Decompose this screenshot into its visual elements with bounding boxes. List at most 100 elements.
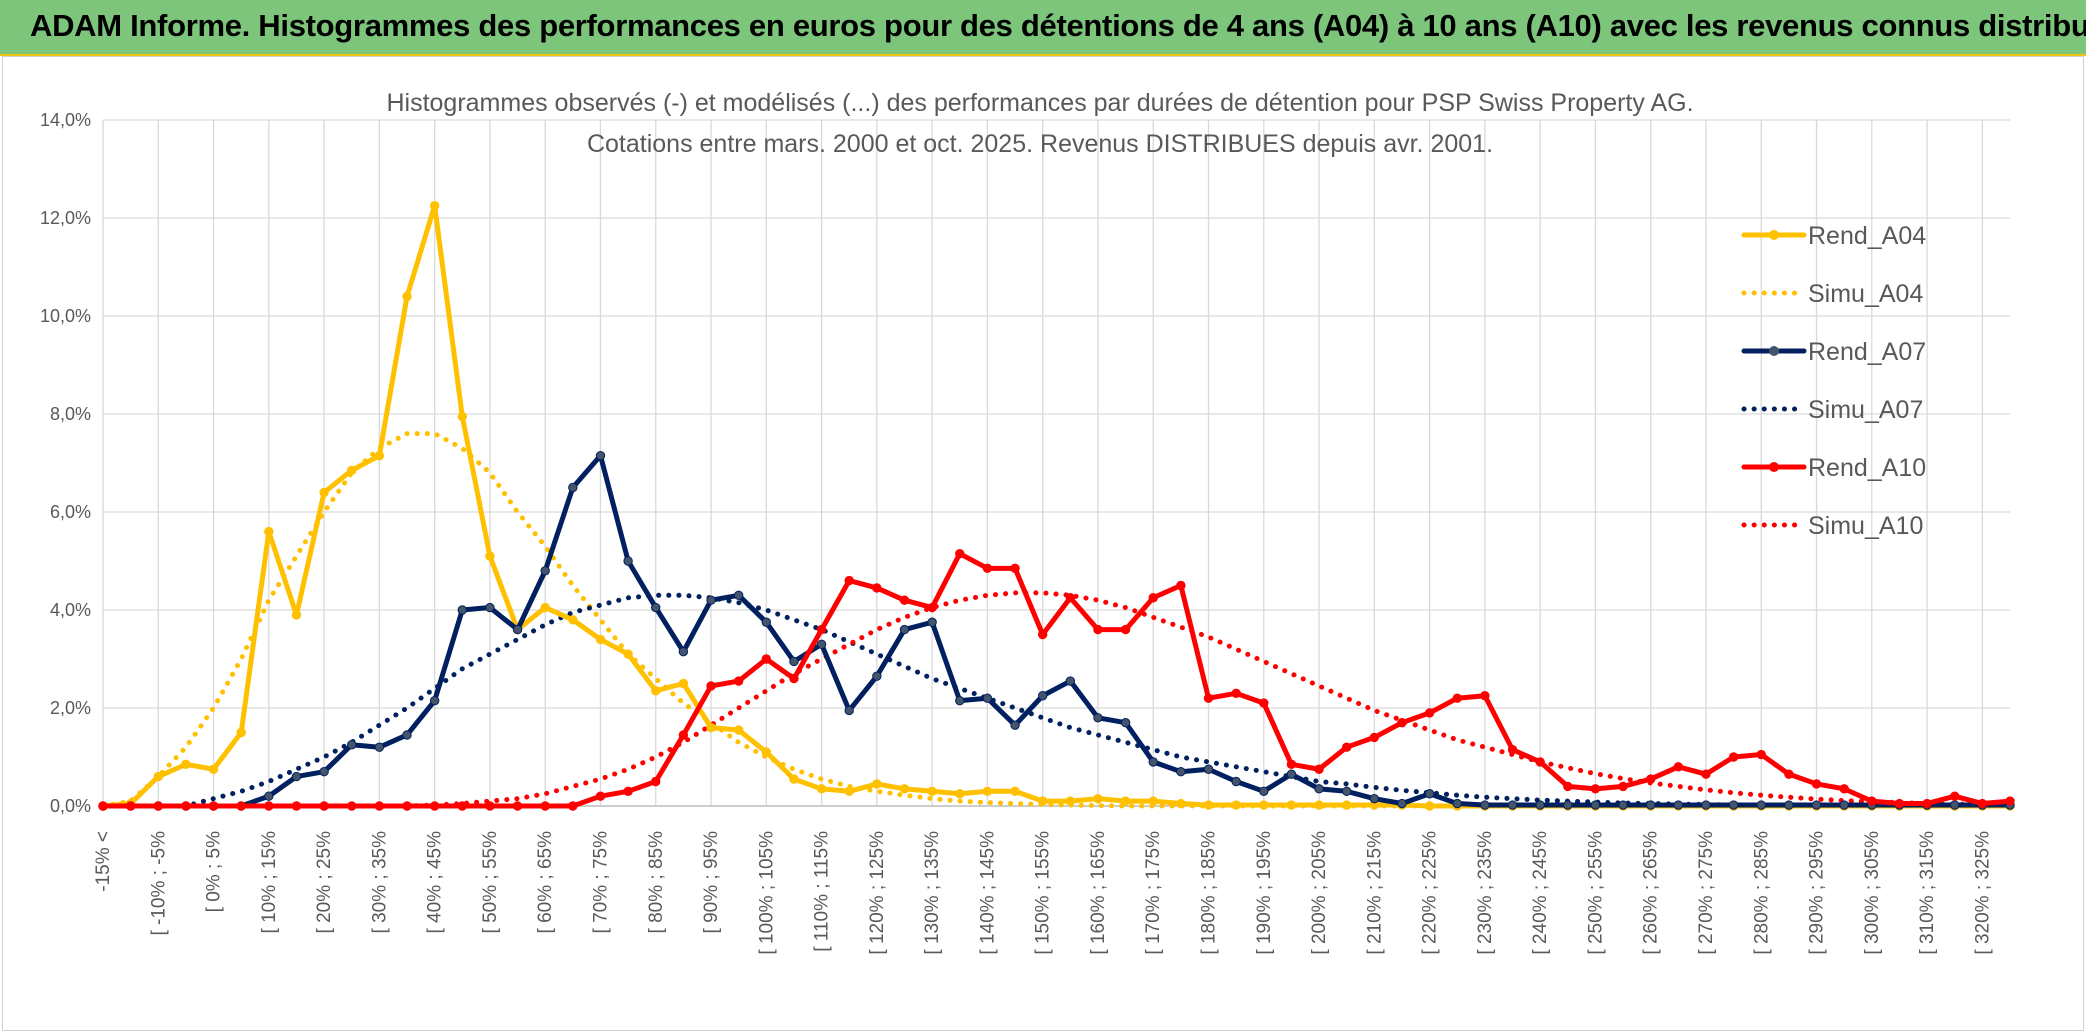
legend-label: Simu_A04 [1808,280,1923,308]
legend-label: Simu_A10 [1808,512,1923,540]
data-point [927,617,937,627]
data-point [1314,784,1324,794]
data-point [1341,800,1352,810]
data-point [208,801,219,811]
data-point [457,411,467,422]
data-point [955,548,965,559]
data-point [1203,800,1214,810]
data-point [1673,762,1684,772]
data-point [927,786,937,796]
data-point [2005,796,2015,806]
x-tick-label: [ 210% ; 215% [1364,831,1385,955]
data-point [1646,800,1656,810]
data-point [1369,793,1380,804]
data-point [181,759,191,770]
data-point [595,791,606,801]
legend-label: Rend_A04 [1808,222,1926,250]
x-tick-label: [ 300% ; 305% [1862,831,1883,955]
x-tick-label: [ 310% ; 315% [1917,831,1938,955]
x-tick-label: [ 250% ; 255% [1585,831,1606,955]
x-tick-label: [ 70% ; 75% [590,831,611,934]
legend-marker [1769,346,1779,356]
data-point [789,656,799,667]
data-point [1203,693,1214,703]
data-point [1093,713,1103,723]
x-tick-label: [ 10% ; 15% [259,831,280,934]
series-group [98,201,2015,811]
x-tick-label: [ 290% ; 295% [1807,831,1828,955]
series-line-simu_a07 [100,592,2013,809]
data-point [1701,800,1711,810]
x-tick-label: [ 190% ; 195% [1254,831,1275,955]
data-point [1148,593,1158,603]
data-point [429,695,440,706]
data-point [1728,752,1739,762]
axes: 0,0% 2,0% 4,0% 6,0% 8,0% 10,0% 12,0% 14,0% -15% … [40,110,2010,955]
data-point [733,590,744,600]
y-tick-label: 14,0% [40,110,91,130]
data-point [540,801,550,811]
data-point [1424,708,1435,718]
data-point [872,583,882,593]
data-point [1452,693,1462,703]
data-point [568,615,578,625]
data-point [429,201,440,211]
data-point [1120,796,1131,806]
data-point [1507,800,1518,810]
data-point [706,681,716,691]
legend-label: Simu_A07 [1808,396,1923,424]
data-point [347,801,357,811]
data-point [1231,688,1241,698]
data-point [816,624,827,635]
x-tick-label: [ 140% ; 145% [977,831,998,955]
data-point [1894,798,1905,809]
page-title: ADAM Informe. Histogrammes des performan… [30,8,2086,43]
data-point [1424,801,1435,811]
series-line-simu_a10 [100,590,2013,809]
data-point [291,610,302,620]
data-point [1037,629,1048,640]
x-tick-label: [ 260% ; 265% [1641,831,1662,955]
data-point [236,727,246,738]
data-point [402,730,412,740]
data-point [1811,779,1822,789]
data-point [651,686,661,696]
data-point [872,779,882,789]
data-point [181,801,191,811]
data-point [1756,800,1766,810]
data-point [153,771,163,782]
data-point [982,563,993,574]
data-point [1120,718,1131,728]
chart-title-line2: Cotations entre mars. 2000 et oct. 2025.… [587,130,1493,158]
x-tick-label: [ 40% ; 45% [425,831,446,934]
data-point [125,801,136,811]
x-tick-label: [ 220% ; 225% [1420,831,1441,955]
data-point [733,725,744,735]
y-tick-label: 4,0% [50,600,91,620]
data-point [733,676,744,686]
data-point [844,786,854,796]
grid-lines [102,119,2010,807]
data-point [485,602,495,613]
data-point [485,551,495,561]
data-point [1065,593,1076,603]
data-point [568,801,578,811]
x-tick-label: [ 230% ; 235% [1475,831,1496,955]
data-point [485,801,495,811]
legend-label: Rend_A10 [1808,454,1926,482]
data-point [1010,720,1020,730]
data-point [1231,800,1241,810]
x-tick-label: [ 280% ; 285% [1751,831,1772,955]
legend: Rend_A04 Simu_A04 Rend_A07 Simu_A07 Rend_A10… [1741,222,1926,540]
data-point [1701,769,1711,779]
data-point [1176,767,1186,777]
data-point [595,634,606,645]
data-point [1784,800,1794,810]
data-point [1259,698,1269,708]
data-point [1369,732,1380,743]
data-point [264,526,274,537]
x-tick-label: [ 150% ; 155% [1033,831,1054,955]
data-point [512,624,523,635]
data-point [1093,793,1103,804]
